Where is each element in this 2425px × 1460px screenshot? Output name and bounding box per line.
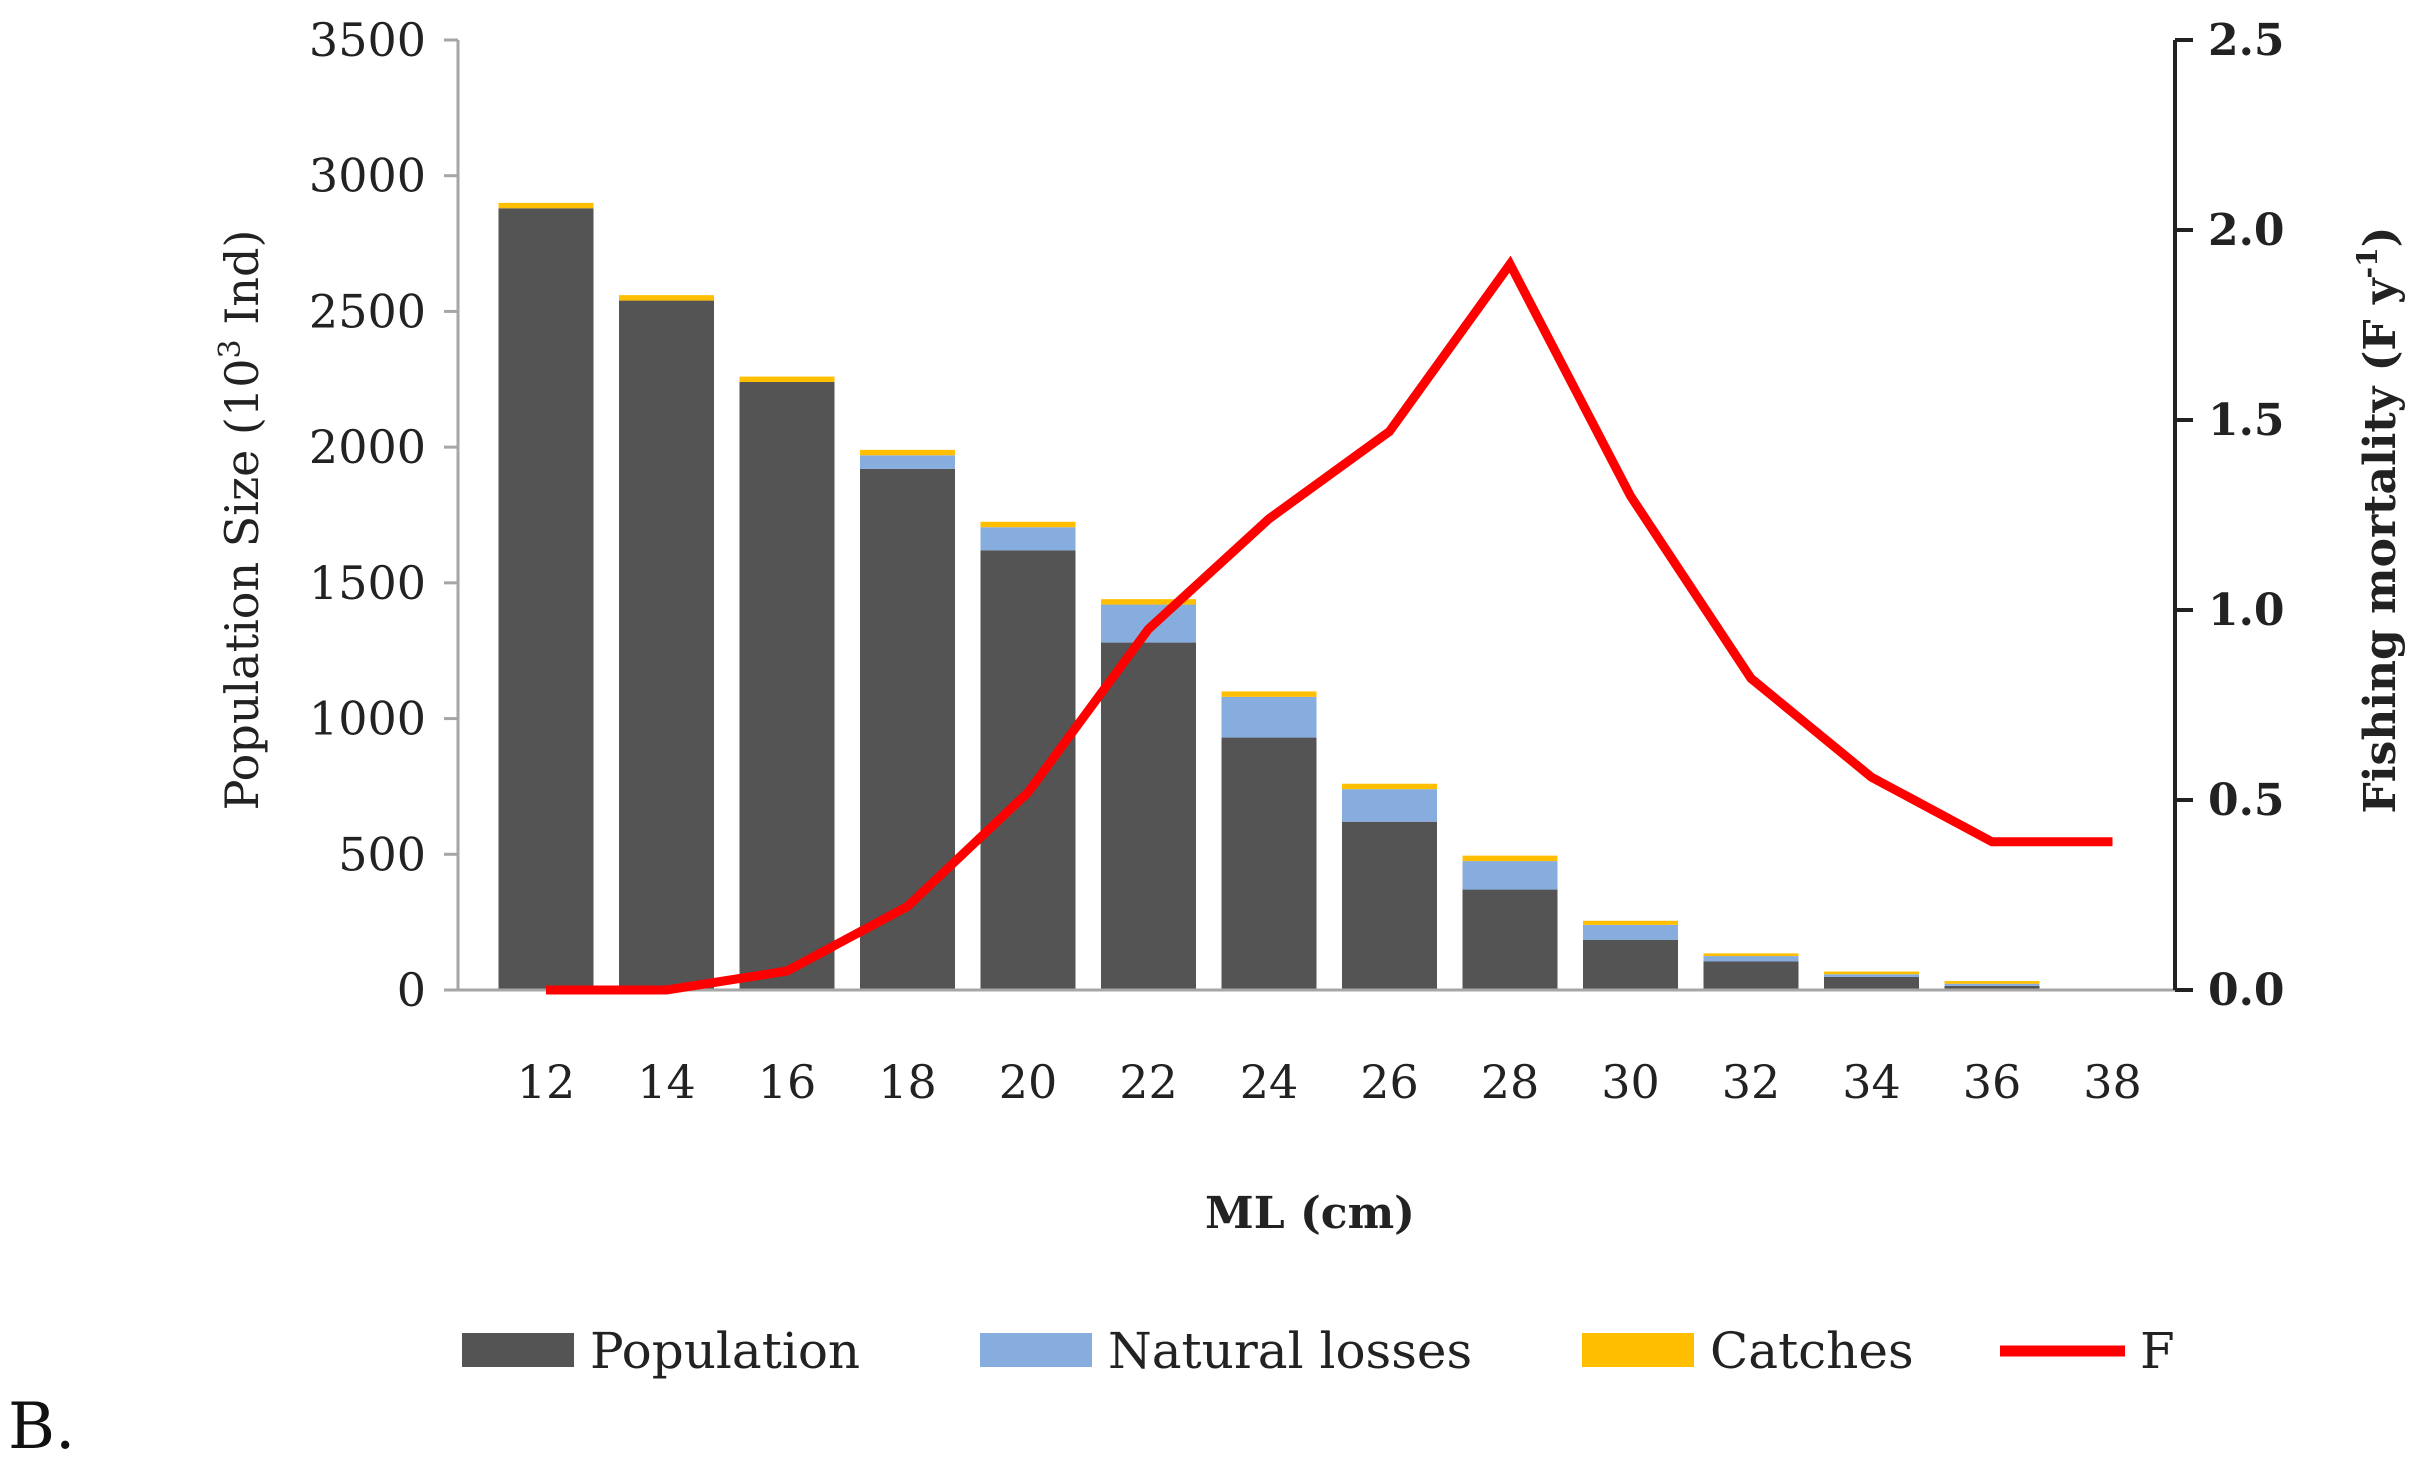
bar-population-28 bbox=[1462, 889, 1558, 990]
bar-natural-losses-34 bbox=[1824, 974, 1919, 977]
x-tick-label-30: 30 bbox=[1601, 1055, 1660, 1109]
bar-natural-losses-26 bbox=[1342, 789, 1437, 822]
bar-catches-32 bbox=[1703, 953, 1799, 957]
x-tick-label-36: 36 bbox=[1963, 1055, 2022, 1109]
axes-layer bbox=[456, 40, 2177, 992]
bar-population-18 bbox=[860, 468, 955, 990]
bar-catches-20 bbox=[980, 521, 1076, 528]
legend-swatch-population bbox=[462, 1333, 574, 1367]
bar-natural-losses-24 bbox=[1221, 696, 1317, 738]
left-axis-title-main: Population Size (10 bbox=[215, 358, 269, 810]
x-tick-label-14: 14 bbox=[637, 1055, 696, 1109]
right-tick-label-1.0: 1.0 bbox=[2208, 585, 2285, 636]
left-axis-title-tail: Ind) bbox=[215, 230, 269, 340]
legend-label-population: Population bbox=[590, 1322, 860, 1380]
x-tick-label-12: 12 bbox=[517, 1055, 576, 1109]
right-axis-title-main: Fishing mortality (F y bbox=[2355, 277, 2406, 813]
bars-layer bbox=[498, 202, 2040, 991]
bar-catches-36 bbox=[1944, 981, 2040, 984]
legend: Population Natural losses Catches F bbox=[462, 1322, 2175, 1380]
bar-population-24 bbox=[1221, 737, 1317, 990]
bar-population-34 bbox=[1824, 976, 1919, 990]
left-axis-title-sup: 3 bbox=[213, 339, 248, 358]
left-tick-label-3500: 3500 bbox=[309, 13, 426, 67]
right-tick-label-0.5: 0.5 bbox=[2208, 775, 2285, 826]
x-axis-title: ML (cm) bbox=[1205, 1188, 1415, 1239]
legend-swatch-catches bbox=[1582, 1333, 1694, 1367]
left-tick-label-1000: 1000 bbox=[309, 692, 426, 746]
f-line-layer bbox=[545, 255, 2113, 995]
x-tick-label-16: 16 bbox=[758, 1055, 817, 1109]
bar-natural-losses-36 bbox=[1944, 983, 2040, 986]
ticks-layer: 0 500 1000 1500 2000 2500 3000 3500 0.0 0.5 1.0 1.5… bbox=[309, 13, 2285, 1109]
x-tick-label-34: 34 bbox=[1842, 1055, 1901, 1109]
bar-catches-30 bbox=[1583, 920, 1678, 925]
f-line bbox=[546, 255, 2113, 995]
bar-catches-34 bbox=[1824, 971, 1919, 975]
bar-natural-losses-32 bbox=[1703, 956, 1799, 962]
x-tick-label-24: 24 bbox=[1240, 1055, 1299, 1109]
bar-population-14 bbox=[619, 300, 714, 991]
bar-catches-16 bbox=[739, 376, 835, 382]
bar-catches-26 bbox=[1342, 783, 1437, 790]
bar-population-12 bbox=[498, 208, 594, 991]
left-tick-label-2000: 2000 bbox=[309, 420, 426, 474]
bar-population-22 bbox=[1101, 642, 1196, 990]
bar-catches-24 bbox=[1221, 691, 1317, 697]
x-tick-label-28: 28 bbox=[1481, 1055, 1540, 1109]
right-axis-title-sup: -1 bbox=[2351, 247, 2384, 278]
left-tick-label-1500: 1500 bbox=[309, 556, 426, 610]
bar-population-16 bbox=[739, 382, 835, 990]
bar-catches-14 bbox=[619, 295, 714, 301]
bar-catches-12 bbox=[498, 202, 594, 209]
x-tick-label-26: 26 bbox=[1360, 1055, 1419, 1109]
left-tick-label-2500: 2500 bbox=[309, 284, 426, 338]
legend-label-f: F bbox=[2140, 1322, 2175, 1380]
x-tick-label-20: 20 bbox=[999, 1055, 1058, 1109]
bar-natural-losses-20 bbox=[980, 527, 1076, 551]
right-tick-label-1.5: 1.5 bbox=[2208, 395, 2285, 446]
right-tick-label-0.0: 0.0 bbox=[2208, 965, 2285, 1016]
right-axis-title: Fishing mortality (F y-1) bbox=[2351, 227, 2406, 814]
bar-natural-losses-18 bbox=[860, 455, 955, 469]
bar-population-26 bbox=[1342, 821, 1437, 990]
bar-population-32 bbox=[1703, 961, 1799, 990]
right-tick-label-2.0: 2.0 bbox=[2208, 205, 2285, 256]
legend-label-catches: Catches bbox=[1710, 1322, 1914, 1380]
bar-catches-28 bbox=[1462, 855, 1558, 862]
right-axis-title-tail: ) bbox=[2355, 227, 2406, 248]
bar-population-20 bbox=[980, 550, 1076, 990]
x-tick-label-22: 22 bbox=[1119, 1055, 1178, 1109]
panel-label: B. bbox=[8, 1390, 75, 1460]
left-tick-label-500: 500 bbox=[338, 827, 426, 881]
bar-catches-22 bbox=[1101, 599, 1196, 605]
bar-population-30 bbox=[1583, 939, 1678, 990]
bar-natural-losses-30 bbox=[1583, 924, 1678, 940]
legend-swatch-natural-losses bbox=[980, 1333, 1092, 1367]
left-tick-label-3000: 3000 bbox=[309, 149, 426, 203]
x-tick-label-18: 18 bbox=[878, 1055, 937, 1109]
x-tick-label-32: 32 bbox=[1722, 1055, 1781, 1109]
left-tick-label-0: 0 bbox=[397, 963, 426, 1017]
bar-population-36 bbox=[1944, 985, 2040, 990]
bar-catches-18 bbox=[860, 449, 955, 456]
x-tick-label-38: 38 bbox=[2083, 1055, 2142, 1109]
legend-label-natural-losses: Natural losses bbox=[1108, 1322, 1472, 1380]
left-axis-title: Population Size (103 Ind) bbox=[213, 230, 269, 811]
bar-natural-losses-28 bbox=[1462, 861, 1558, 890]
right-tick-label-2.5: 2.5 bbox=[2208, 15, 2285, 66]
